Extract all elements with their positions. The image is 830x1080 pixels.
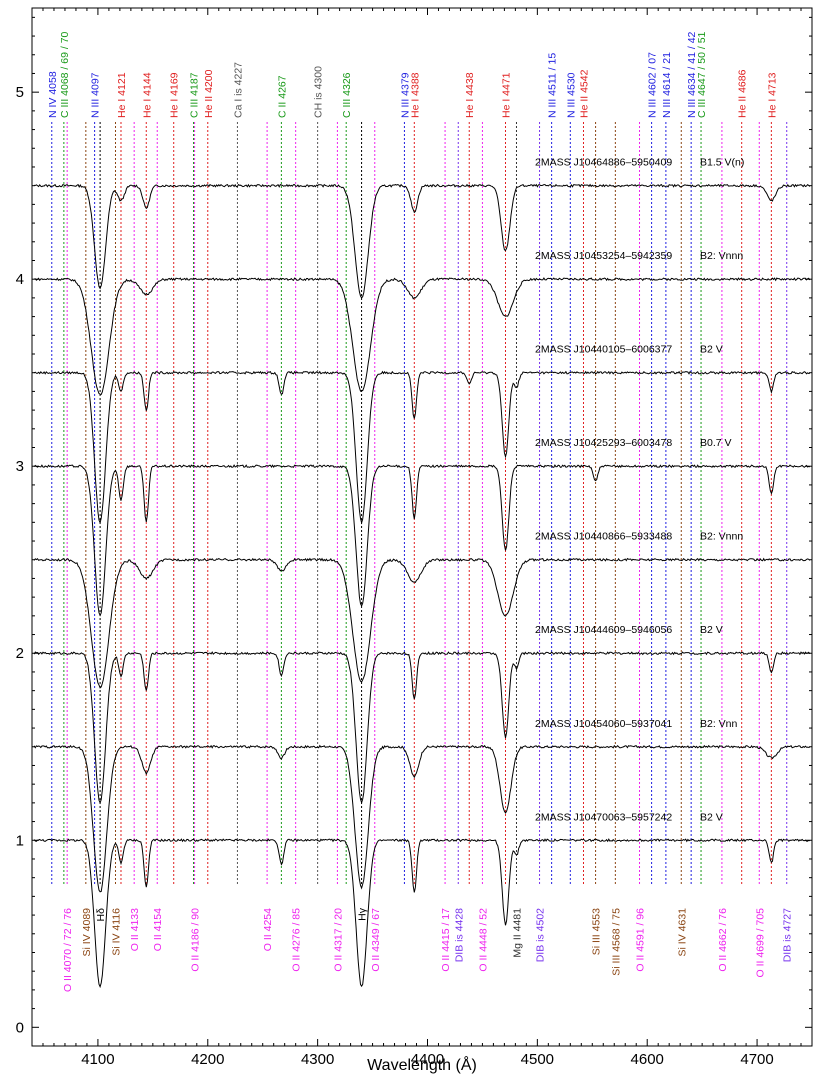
top-line-label: He I 4169 [169,72,181,118]
x-tick-label: 4100 [81,1051,114,1068]
top-line-label: He II 4200 [203,69,215,118]
spectrum-line [33,464,811,617]
top-line-label: He II 4542 [578,69,590,118]
y-tick-label: 1 [16,832,24,849]
series-name-label: 2MASS J10440866–5933488 [535,531,672,543]
y-tick-label: 4 [16,271,24,288]
line-labels: N IV 4058 C III 4068 / 69 / 70 N III 4097 H… [47,31,794,992]
top-line-label: C II 4267 [276,75,288,118]
series-sptype-label: B2 V [700,811,723,823]
top-line-label: He I 4713 [766,72,778,118]
top-line-label: He I 4144 [141,72,153,118]
top-line-label: He I 4121 [116,72,128,118]
axes: 4100 4200 4300 4400 4500 4600 4700 0 1 2 3 4 5 [16,8,812,1068]
bottom-line-label: O II 4415 / 17 [440,908,452,972]
top-line-label: N III 4530 [565,72,577,118]
y-tick-label: 5 [16,84,24,101]
top-line-label: He I 4471 [500,72,512,118]
top-line-label: N III 4634 / 41 / 42 [686,31,698,118]
spectrum-line [33,557,811,689]
series-name-label: 2MASS J10453254–5942359 [535,250,672,262]
series-name-label: 2MASS J10454060–5937041 [535,718,672,730]
bottom-line-label: Mg II 4481 [511,908,523,958]
bottom-line-label: O II 4699 / 705 [754,908,766,978]
bottom-line-label: O II 4154 [152,908,164,951]
bottom-line-label: O II 4591 / 96 [635,908,647,972]
y-tick-label: 2 [16,645,24,662]
series-name-label: 2MASS J10470063–5957242 [535,811,672,823]
series-sptype-label: B1.5 V(n) [700,157,744,169]
top-line-label: N III 4614 / 21 [661,52,673,118]
top-line-label: CH is 4300 [313,66,325,118]
bottom-line-label: Si IV 4089 [81,908,93,957]
top-line-label: N III 4097 [90,72,102,118]
spectrum-line [33,651,811,805]
bottom-line-label: Si III 4568 / 75 [610,908,622,976]
plot-frame [31,7,813,1047]
series-sptype-label: B2 V [700,344,723,356]
bottom-line-label: O II 4276 / 85 [291,908,303,972]
x-tick-label: 4300 [301,1051,334,1068]
y-tick-label: 0 [16,1019,24,1036]
bottom-line-label: O II 4186 / 90 [190,908,202,972]
top-line-label: Ca I is 4227 [232,62,244,118]
series-sptype-label: B2: Vnnn [700,531,743,543]
series-sptype-label: B0.7 V [700,437,732,449]
x-tick-label: 4400 [411,1051,444,1068]
series-name-label: 2MASS J10425293–6003478 [535,437,672,449]
top-line-label: He I 4438 [464,72,476,118]
bottom-line-label: DIB is 4502 [535,908,547,962]
bottom-line-label: O II 4349 / 67 [370,908,382,972]
bottom-line-label: Hγ [357,907,369,921]
x-tick-label: 4500 [521,1051,554,1068]
bottom-line-label: O II 4070 / 72 / 76 [62,908,74,992]
x-axis-title: Wavelength (Å) [367,1055,477,1074]
series-name-label: 2MASS J10464886–5950409 [535,157,672,169]
line-markers [51,122,788,885]
spectrum-line [33,744,810,893]
top-line-label: C III 4187 [188,72,200,118]
series-sptype-label: B2: Vnnn [700,250,743,262]
bottom-line-label: O II 4133 [129,908,141,951]
x-tick-label: 4700 [740,1051,773,1068]
x-tick-label: 4200 [191,1051,224,1068]
bottom-line-label: O II 4448 / 52 [477,908,489,972]
bottom-line-label: DIB is 4727 [782,908,794,962]
spectrum-line [34,183,811,299]
x-tick-label: 4600 [631,1051,664,1068]
top-line-label: He I 4388 [409,72,421,118]
series-name-label: 2MASS J10440105–6006377 [535,344,672,356]
bottom-line-label: DIB is 4428 [453,908,465,962]
top-line-label: N III 4511 / 15 [547,53,559,118]
bottom-line-label: O II 4317 / 20 [332,908,344,972]
bottom-line-label: Si IV 4116 [110,908,122,956]
spectrum-line [33,370,810,525]
bottom-line-label: Hδ [95,908,107,922]
top-line-label: C III 4647 / 50 / 51 [696,31,708,118]
top-line-label: C III 4068 / 69 / 70 [59,31,71,118]
top-line-label: N III 4602 / 07 [647,52,659,118]
y-tick-label: 3 [16,458,24,475]
top-line-label: N IV 4058 [47,71,59,118]
bottom-line-label: Si IV 4631 [676,908,688,957]
spectrum-line [33,838,810,989]
top-line-label: He II 4686 [737,69,749,118]
spectrum-line [34,277,811,395]
series-sptype-label: B2 V [700,624,723,636]
bottom-line-label: O II 4662 / 76 [717,908,729,972]
top-line-label: N III 4379 [399,72,411,118]
top-line-label: C III 4326 [341,72,353,118]
bottom-line-label: Si III 4553 [591,908,603,955]
series-sptype-label: B2: Vnn [700,718,738,730]
series-name-label: 2MASS J10444609–5946056 [535,624,672,636]
spectra-series: 2MASS J10464886–5950409 B1.5 V(n) 2MASS J1… [33,157,811,989]
bottom-line-label: O II 4254 [262,908,274,951]
